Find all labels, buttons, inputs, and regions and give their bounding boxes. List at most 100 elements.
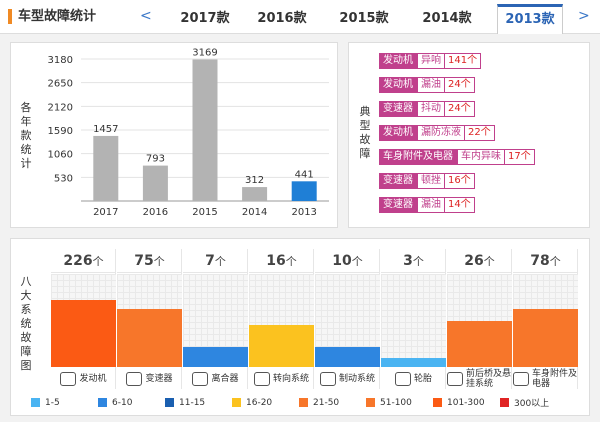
header-bar: 车型故障统计 < 2017款 2016款 2015款 2014款 2013款 > xyxy=(0,0,600,34)
y-tick-label: 1590 xyxy=(48,126,73,137)
system-level-track xyxy=(183,274,248,367)
legend-swatch xyxy=(232,398,241,407)
system-level-track xyxy=(381,274,446,367)
system-level-track xyxy=(513,274,578,367)
legend-item: 21-50 xyxy=(299,396,366,409)
model-year-stats-panel: 各年款统计 530 1060 1590 2120 2650 3180 1457 2017 793… xyxy=(10,42,338,228)
fault-part: 变速器 xyxy=(379,197,417,213)
fault-item[interactable]: 变速器 顿挫 16个 xyxy=(379,173,475,189)
x-tick-label: 2013 xyxy=(291,207,316,218)
fault-count: 24个 xyxy=(445,101,475,117)
system-label: 轮胎 xyxy=(381,368,446,390)
tab-2015[interactable]: 2015款 xyxy=(339,11,389,26)
fault-desc: 顿挫 xyxy=(417,173,445,189)
suspension-icon xyxy=(447,372,463,386)
eight-systems-panel: 八大系统故障图 226个 发动机 75个 变速器 7个 离合器 16个 转向系统 10个 制动系统… xyxy=(10,238,590,416)
system-level-fill xyxy=(381,357,446,367)
system-label: 发动机 xyxy=(51,368,116,390)
system-count: 75个 xyxy=(117,249,182,273)
system-count: 26个 xyxy=(447,249,512,273)
legend-swatch xyxy=(31,398,40,407)
fault-item[interactable]: 车身附件及电器 车内异味 17个 xyxy=(379,149,535,165)
legend-label: 51-100 xyxy=(380,397,412,408)
fault-part: 变速器 xyxy=(379,173,417,189)
fault-item[interactable]: 变速器 漏油 14个 xyxy=(379,197,475,213)
legend-swatch xyxy=(366,398,375,407)
tab-2013[interactable]: 2013款 xyxy=(497,4,563,34)
y-tick-label: 1060 xyxy=(48,150,73,161)
bar-value-label: 3169 xyxy=(192,47,217,58)
bar-value-label: 1457 xyxy=(93,124,118,135)
legend-item: 16-20 xyxy=(232,396,299,409)
system-level-fill xyxy=(315,346,380,367)
system-level-fill xyxy=(117,309,182,367)
tab-2017[interactable]: 2017款 xyxy=(180,11,230,26)
system-cell[interactable]: 75个变速器 xyxy=(117,249,182,389)
system-cell[interactable]: 10个 制动系统 xyxy=(315,249,380,389)
x-tick-label: 2017 xyxy=(93,207,118,218)
tab-2016[interactable]: 2016款 xyxy=(257,11,307,26)
system-level-fill xyxy=(447,320,512,367)
system-level-track xyxy=(249,274,314,367)
fault-desc: 漏防冻液 xyxy=(417,125,465,141)
system-level-track xyxy=(315,274,380,367)
system-count: 16个 xyxy=(249,249,314,273)
system-cell[interactable]: 3个轮胎 xyxy=(381,249,446,389)
system-level-track xyxy=(447,274,512,367)
legend-swatch xyxy=(98,398,107,407)
system-cell[interactable]: 226个发动机 xyxy=(51,249,116,389)
system-cell[interactable]: 7个离合器 xyxy=(183,249,248,389)
page-title: 车型故障统计 xyxy=(8,9,96,24)
fault-part: 变速器 xyxy=(379,101,417,117)
tab-2014[interactable]: 2014款 xyxy=(422,11,472,26)
system-label: 变速器 xyxy=(117,368,182,390)
fault-desc: 漏油 xyxy=(417,77,445,93)
brake-icon xyxy=(319,372,336,386)
legend-label: 300以上 xyxy=(514,399,550,409)
fault-desc: 抖动 xyxy=(417,101,445,117)
system-level-fill xyxy=(51,300,116,367)
system-label: 离合器 xyxy=(183,368,248,390)
fault-item[interactable]: 发动机 异响 141个 xyxy=(379,53,482,69)
x-tick-label: 2016 xyxy=(143,207,168,218)
prev-year-button[interactable]: < xyxy=(140,8,152,24)
tire-icon xyxy=(394,372,411,386)
fault-part: 车身附件及电器 xyxy=(379,149,457,165)
legend-label: 16-20 xyxy=(246,397,273,408)
legend-label: 1-5 xyxy=(45,397,60,408)
system-cell[interactable]: 16个 转向系统 xyxy=(249,249,314,389)
system-level-track xyxy=(117,274,182,367)
bar-value-label: 312 xyxy=(245,175,264,186)
body-electrical-icon xyxy=(513,372,529,386)
fault-item[interactable]: 变速器 抖动 24个 xyxy=(379,101,475,117)
fault-item[interactable]: 发动机 漏油 24个 xyxy=(379,77,475,93)
system-level-fill xyxy=(513,309,578,367)
level-legend: 1-5 6-10 11-15 16-20 21-50 51-100 101-300 300以上 xyxy=(31,396,571,409)
legend-item: 101-300 xyxy=(433,396,500,409)
fault-desc: 漏油 xyxy=(417,197,445,213)
fault-count: 16个 xyxy=(445,173,475,189)
system-cell[interactable]: 78个车身附件及电器 xyxy=(513,249,578,389)
system-level-fill xyxy=(249,325,314,367)
system-count: 226个 xyxy=(51,249,116,273)
system-count: 7个 xyxy=(183,249,248,273)
system-label: 前后桥及悬挂系统 xyxy=(447,368,512,390)
bar-2015[interactable] xyxy=(192,59,218,201)
fault-item[interactable]: 发动机 漏防冻液 22个 xyxy=(379,125,495,141)
gearbox-icon xyxy=(126,372,143,386)
system-count: 78个 xyxy=(513,249,578,273)
system-count: 3个 xyxy=(381,249,446,273)
bar-2014[interactable] xyxy=(242,187,268,201)
system-label: 车身附件及电器 xyxy=(513,368,578,390)
bar-2016[interactable] xyxy=(142,165,168,201)
bar-2013[interactable] xyxy=(291,181,317,201)
fault-count: 22个 xyxy=(465,125,495,141)
fault-desc: 车内异味 xyxy=(457,149,505,165)
eight-systems-label: 八大系统故障图 xyxy=(20,275,32,372)
system-cell[interactable]: 26个前后桥及悬挂系统 xyxy=(447,249,512,389)
y-tick-label: 2650 xyxy=(48,79,73,90)
fault-desc: 异响 xyxy=(417,53,445,69)
next-year-button[interactable]: > xyxy=(578,8,590,24)
fault-part: 发动机 xyxy=(379,125,417,141)
bar-2017[interactable] xyxy=(93,135,119,201)
